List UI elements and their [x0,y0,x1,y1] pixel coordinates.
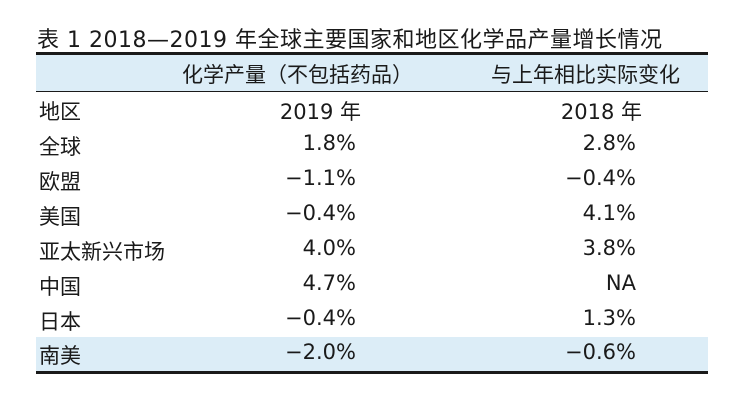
region-cell: 亚太新兴市场 [39,240,165,264]
table-row: 南美 −2.0% −0.6% [36,337,708,372]
year-2018-cell: −0.4% [565,166,636,190]
table-row: 中国 4.7% NA [36,268,708,303]
year-2018-cell: −0.6% [565,340,636,364]
year-2018-cell: 4.1% [582,201,636,225]
year-2019-cell: −0.4% [285,201,356,225]
year-2019-cell: −2.0% [285,340,356,364]
year-2018-cell: 3.8% [582,236,636,260]
year-2018-cell: 2.8% [582,131,636,155]
region-cell: 美国 [39,205,81,229]
table-row: 日本 −0.4% 1.3% [36,303,708,338]
table-row: 亚太新兴市场 4.0% 3.8% [36,233,708,268]
bottom-rule [36,371,708,374]
table-header: 化学产量（不包括药品） 与上年相比实际变化 [36,55,708,91]
header-change: 与上年相比实际变化 [491,63,680,87]
region-cell: 中国 [39,275,81,299]
table-caption: 表 1 2018—2019 年全球主要国家和地区化学品产量增长情况 [37,28,663,53]
table-row: 美国 −0.4% 4.1% [36,198,708,233]
region-cell: 全球 [39,135,81,159]
region-cell: 地区 [39,100,81,124]
year-2019-cell: −1.1% [285,166,356,190]
top-rule [36,52,708,55]
region-cell: 欧盟 [39,170,81,194]
year-2018-cell: NA [605,271,636,295]
header-rule [36,91,708,92]
year-2019-cell: 2019 年 [279,100,361,124]
region-cell: 日本 [39,310,81,334]
year-2018-cell: 1.3% [582,306,636,330]
year-2018-cell: 2018 年 [560,100,642,124]
year-2019-cell: 4.7% [302,271,356,295]
table-row: 欧盟 −1.1% −0.4% [36,163,708,198]
region-cell: 南美 [39,344,81,368]
table-row: 全球 1.8% 2.8% [36,128,708,163]
table-row: 地区 2019 年 2018 年 [36,93,708,128]
header-production: 化学产量（不包括药品） [182,63,413,87]
year-2019-cell: −0.4% [285,306,356,330]
year-2019-cell: 4.0% [302,236,356,260]
year-2019-cell: 1.8% [302,131,356,155]
